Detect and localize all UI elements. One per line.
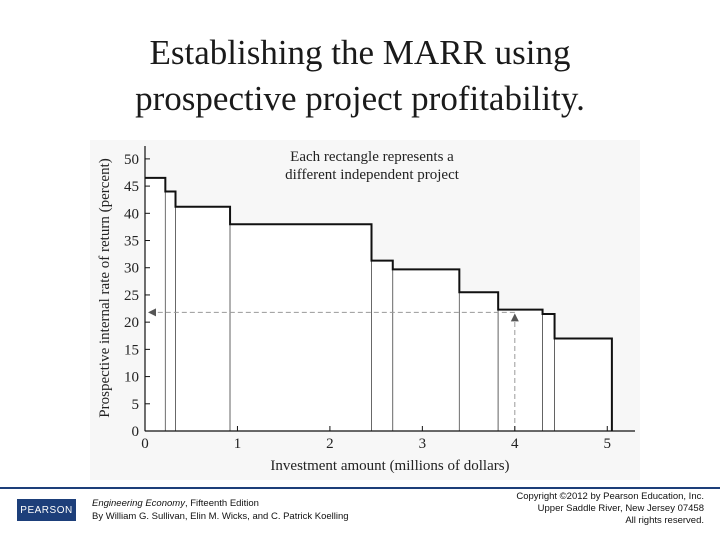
- y-tick-label: 10: [124, 370, 139, 386]
- y-tick-label: 5: [132, 397, 140, 413]
- y-tick-label: 35: [124, 234, 139, 250]
- marr-guides: [148, 308, 519, 431]
- copyright-line1: Copyright ©2012 by Pearson Education, In…: [516, 491, 704, 502]
- x-tick-label: 2: [326, 436, 334, 452]
- project-rectangle: [144, 177, 166, 432]
- y-tick-label: 25: [124, 288, 139, 304]
- project-rectangle: [229, 223, 372, 432]
- footer-copyright: Copyright ©2012 by Pearson Education, In…: [444, 491, 704, 527]
- project-rectangle: [554, 338, 613, 432]
- y-tick-label: 40: [124, 206, 139, 222]
- project-rectangle: [392, 268, 460, 432]
- y-tick-label: 45: [124, 179, 139, 195]
- axes: [144, 146, 635, 432]
- left-arrowhead: [148, 308, 156, 317]
- x-tick-label: 0: [141, 436, 149, 452]
- slide-title-line2: prospective project profitability.: [135, 79, 585, 118]
- y-tick-label: 50: [124, 152, 139, 168]
- step-outline: [145, 176, 613, 431]
- footer-citation: Engineering Economy, Fifteenth Edition B…: [92, 497, 349, 523]
- book-title: Engineering Economy: [92, 498, 185, 509]
- x-tick-label: 1: [234, 436, 242, 452]
- book-edition: , Fifteenth Edition: [184, 498, 259, 509]
- project-rectangle: [164, 191, 176, 432]
- project-rectangle: [542, 313, 555, 432]
- project-rectangle: [497, 309, 543, 432]
- publisher-logo: PEARSON: [17, 499, 76, 521]
- x-tick-label: 3: [419, 436, 427, 452]
- y-tick-label: 15: [124, 342, 139, 358]
- project-rectangle: [458, 291, 499, 432]
- up-arrowhead: [510, 313, 519, 322]
- x-tick-label: 4: [511, 436, 519, 452]
- chart-annotation-line1: Each rectangle represents a: [290, 149, 454, 165]
- slide-title-line1: Establishing the MARR using: [149, 33, 571, 72]
- footer-divider: [0, 487, 720, 489]
- project-rectangle: [371, 260, 394, 432]
- y-axis-label: Prospective internal rate of return (per…: [97, 158, 113, 417]
- copyright-line2: Upper Saddle River, New Jersey 07458: [537, 503, 704, 514]
- y-ticks: 0 5 10 15 20 25 30 35 40 45 50: [124, 152, 150, 440]
- x-axis-label: Investment amount (millions of dollars): [270, 458, 509, 474]
- chart-annotation-line2: different independent project: [285, 167, 460, 183]
- project-rectangles: [144, 176, 613, 432]
- x-tick-label: 5: [604, 436, 612, 452]
- y-tick-label: 30: [124, 261, 139, 277]
- copyright-line3: All rights reserved.: [625, 515, 704, 526]
- project-rectangle: [175, 206, 231, 432]
- slide-title: Establishing the MARR using prospective …: [0, 30, 720, 122]
- y-tick-label: 20: [124, 315, 139, 331]
- y-tick-label: 0: [132, 424, 140, 440]
- x-ticks: 0 1 2 3 4 5: [141, 426, 611, 452]
- book-authors: By William G. Sullivan, Elin M. Wicks, a…: [92, 511, 349, 522]
